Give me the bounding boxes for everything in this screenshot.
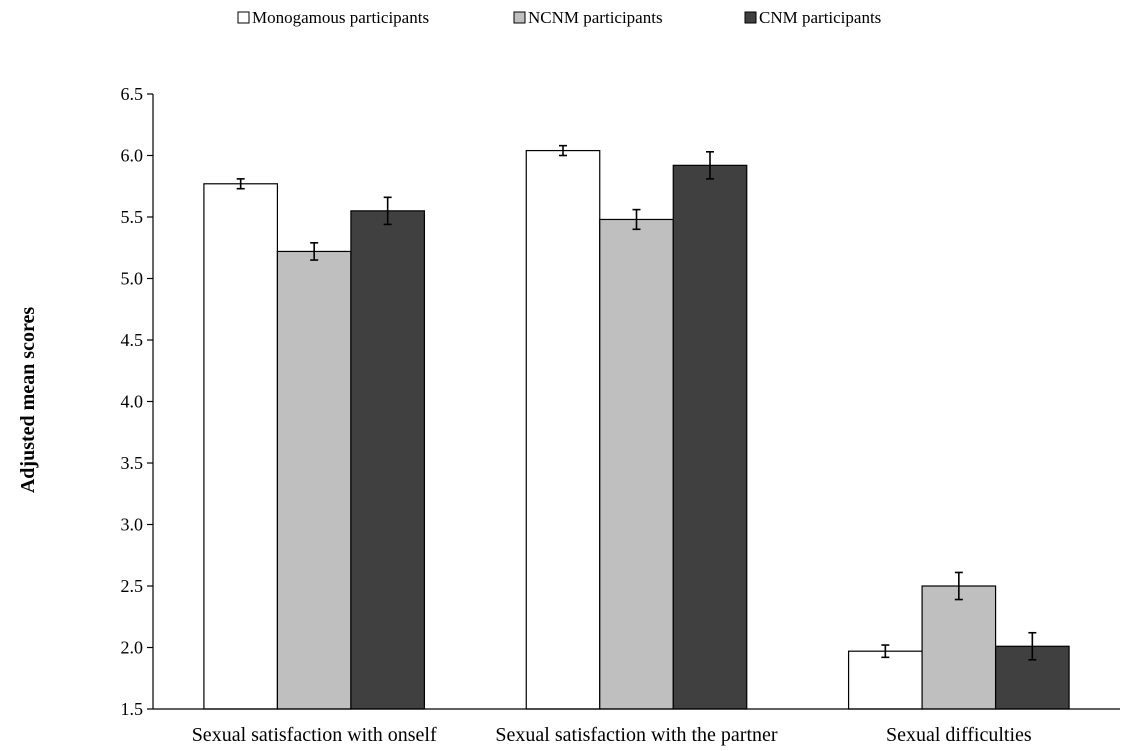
y-tick-label: 6.5: [121, 84, 144, 104]
y-tick-label: 3.0: [121, 515, 144, 535]
legend-label: NCNM participants: [528, 8, 663, 27]
bar: [921, 585, 997, 710]
y-tick-label: 5.0: [121, 269, 144, 289]
bar: [350, 210, 426, 710]
bar: [276, 250, 352, 710]
y-axis-ticks: 1.5 2.0 2.5 3.0 3.5 4.0 4.5 5.0 5.5 6.0 6.5: [121, 84, 153, 719]
bar: [847, 650, 923, 710]
bar: [599, 218, 674, 710]
legend-swatch: [513, 11, 526, 24]
y-tick-label: 4.0: [121, 392, 144, 412]
y-tick-label: 2.0: [121, 638, 144, 658]
error-bars: [236, 144, 1037, 661]
x-category-label: Sexual satisfaction with onself: [192, 724, 437, 746]
legend: Monogamous participants NCNM participants…: [237, 8, 881, 27]
legend-label: Monogamous participants: [252, 8, 429, 27]
y-tick-label: 1.5: [121, 699, 144, 719]
x-category-label: Sexual difficulties: [886, 724, 1032, 746]
y-tick-label: 2.5: [121, 576, 144, 596]
legend-label: CNM participants: [759, 8, 881, 27]
bars: [203, 149, 1070, 710]
bar: [203, 183, 279, 710]
y-tick-label: 4.5: [121, 330, 144, 350]
legend-swatch: [237, 11, 250, 24]
y-axis-label: Adjusted mean scores: [17, 307, 39, 494]
x-axis-categories: Sexual satisfaction with onself Sexual sa…: [192, 724, 1032, 746]
y-tick-label: 6.0: [121, 146, 144, 166]
axes: [152, 94, 1120, 710]
y-tick-label: 5.5: [121, 207, 144, 227]
bar: [525, 149, 601, 710]
x-category-label: Sexual satisfaction with the partner: [495, 724, 777, 746]
bar: [672, 164, 748, 710]
y-tick-label: 3.5: [121, 453, 144, 473]
legend-swatch: [744, 11, 757, 24]
